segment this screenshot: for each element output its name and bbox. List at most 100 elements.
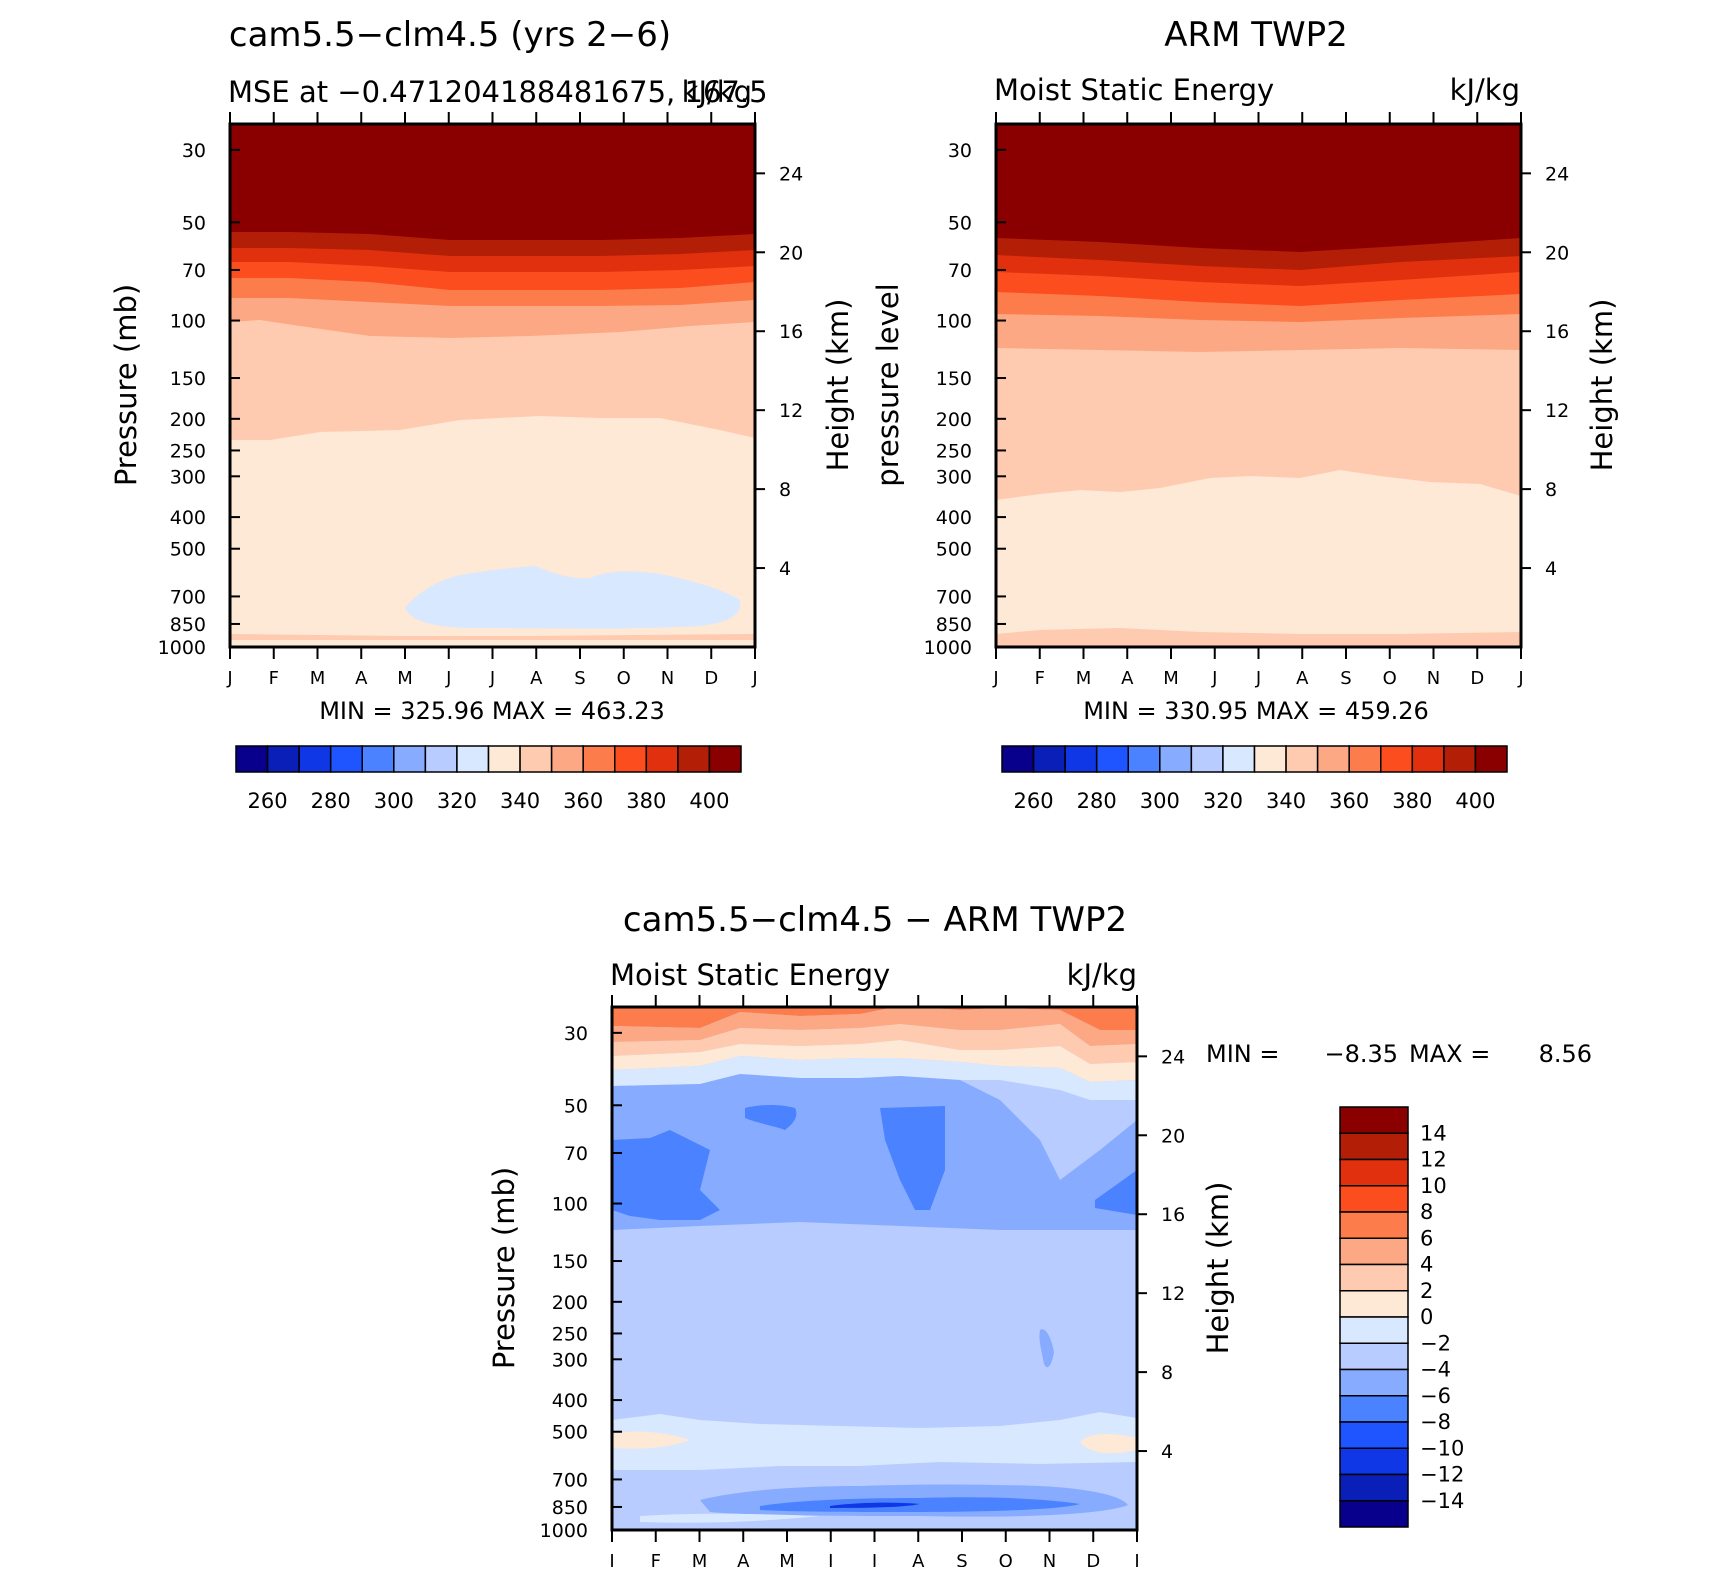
panel-model: cam5.5−clm4.5 (yrs 2−6) MSE at −0.471204… <box>109 15 855 813</box>
colorbar-swatch <box>1339 1395 1409 1423</box>
colorbar-label: 280 <box>1077 789 1117 813</box>
y-tick-label: 400 <box>552 1390 588 1412</box>
colorbar-label: −12 <box>1420 1463 1464 1487</box>
colorbar-swatch <box>361 745 395 773</box>
colorbar-label: −10 <box>1420 1436 1464 1460</box>
y-tick-label: 70 <box>182 260 206 282</box>
colorbar-label: 340 <box>500 789 540 813</box>
colorbar-label: 380 <box>1392 789 1432 813</box>
colorbar-swatch <box>1339 1290 1409 1318</box>
x-tick-label: J <box>489 668 495 689</box>
x-tick-label: N <box>1043 1551 1056 1567</box>
colorbar-label: 0 <box>1420 1305 1433 1329</box>
colorbar-label: 10 <box>1420 1174 1447 1198</box>
x-tick-label: A <box>912 1551 925 1567</box>
y-tick-label: 30 <box>564 1023 588 1045</box>
x-tick-label: O <box>1383 668 1397 689</box>
colorbar-swatch <box>1411 745 1445 773</box>
panel-obs: ARM TWP2 Moist Static Energy kJ/kg 30 50 7… <box>871 15 1619 813</box>
panel-obs-colorbar: 260 280 300 320 340 360 380 400 <box>1001 745 1508 813</box>
colorbar-label: 320 <box>1203 789 1243 813</box>
diff-low-4b82ff <box>760 1497 1080 1512</box>
y-tick-label: 400 <box>170 507 206 529</box>
colorbar-swatch <box>298 745 332 773</box>
panel-obs-subtitle-right: kJ/kg <box>1450 73 1520 107</box>
y-right-tick-label: 16 <box>779 321 803 343</box>
y-tick-label: 700 <box>552 1469 588 1491</box>
colorbar-swatch <box>1339 1473 1409 1502</box>
y-right-tick-label: 8 <box>779 479 791 501</box>
y-tick-label: 200 <box>552 1292 588 1314</box>
diff-blob-nov <box>1039 1329 1054 1368</box>
colorbar-label: 2 <box>1420 1279 1433 1303</box>
x-tick-label: J <box>992 668 998 689</box>
y-tick-label: 200 <box>936 409 972 431</box>
y-tick-label: 70 <box>948 260 972 282</box>
diff-top-fecbb0 <box>612 1024 1137 1064</box>
y-tick-label: 500 <box>170 539 206 561</box>
colorbar-swatch <box>1001 745 1035 773</box>
panel-model-subtitle-right: kJ/kg <box>682 75 752 109</box>
x-tick-label: J <box>871 1551 877 1567</box>
y-tick-label: 150 <box>170 368 206 390</box>
diff-low-d8e8ff <box>612 1412 1137 1478</box>
mse-band-surface <box>230 634 755 640</box>
colorbar-swatch <box>1348 745 1382 773</box>
x-tick-label: M <box>692 1551 708 1567</box>
diff-top-fca884 <box>612 1006 1137 1046</box>
colorbar-swatch <box>1339 1342 1409 1371</box>
colorbar-label: −8 <box>1420 1410 1451 1434</box>
y-tick-label: 250 <box>552 1323 588 1345</box>
panel-model-colorbar: 260 280 300 320 340 360 380 400 <box>235 745 742 813</box>
x-tick-label: O <box>617 668 631 689</box>
colorbar-swatch <box>1339 1237 1409 1266</box>
x-tick-label: J <box>226 668 232 689</box>
colorbar-swatch <box>645 745 679 773</box>
y-tick-label: 250 <box>170 440 206 462</box>
colorbar-swatch <box>708 745 742 773</box>
colorbar-swatch <box>393 745 427 773</box>
diff-low-east <box>1080 1433 1137 1454</box>
colorbar-swatch <box>266 745 300 773</box>
y-tick-label: 1000 <box>924 637 972 659</box>
colorbar-swatch <box>424 745 458 773</box>
diff-blob-apr <box>745 1105 797 1130</box>
colorbar-label: 340 <box>1266 789 1306 813</box>
x-tick-label: N <box>661 668 674 689</box>
x-tick-label: O <box>999 1551 1013 1567</box>
panel-obs-ylabel-right: Height (km) <box>1585 299 1619 472</box>
colorbar-label: 380 <box>626 789 666 813</box>
colorbar-label: 6 <box>1420 1226 1433 1250</box>
colorbar-swatch <box>235 745 269 773</box>
colorbar-swatch <box>1339 1316 1409 1344</box>
y-tick-label: 70 <box>564 1143 588 1165</box>
colorbar-label: 360 <box>563 789 603 813</box>
panel-model-subtitle-left: MSE at −0.471204188481675, 167.5 <box>228 75 768 109</box>
y-tick-label: 1000 <box>158 637 206 659</box>
diff-mid-87acff <box>612 1074 1137 1230</box>
colorbar-swatch <box>614 745 648 773</box>
panel-diff-subtitle-left: Moist Static Energy <box>610 958 890 992</box>
x-tick-label: M <box>1076 668 1092 689</box>
diff-blob-jul <box>880 1106 945 1210</box>
y-right-tick-label: 24 <box>1545 163 1569 185</box>
diff-top-fc7c4c <box>612 1006 1137 1030</box>
y-tick-label: 50 <box>948 212 972 234</box>
panel-obs-ylabel: pressure level <box>871 283 905 486</box>
colorbar-swatch <box>1190 745 1224 773</box>
panel-model-stats: MIN = 325.96 MAX = 463.23 <box>319 697 665 725</box>
x-tick-label: J <box>608 1551 614 1567</box>
y-tick-label: 700 <box>170 586 206 608</box>
x-tick-label: F <box>269 668 279 689</box>
panel-diff: cam5.5−clm4.5 − ARM TWP2 Moist Static En… <box>487 900 1592 1572</box>
colorbar-swatch <box>1380 745 1414 773</box>
colorbar-swatch <box>1253 745 1287 773</box>
y-right-tick-label: 4 <box>1545 558 1557 580</box>
colorbar-swatch <box>1127 745 1161 773</box>
